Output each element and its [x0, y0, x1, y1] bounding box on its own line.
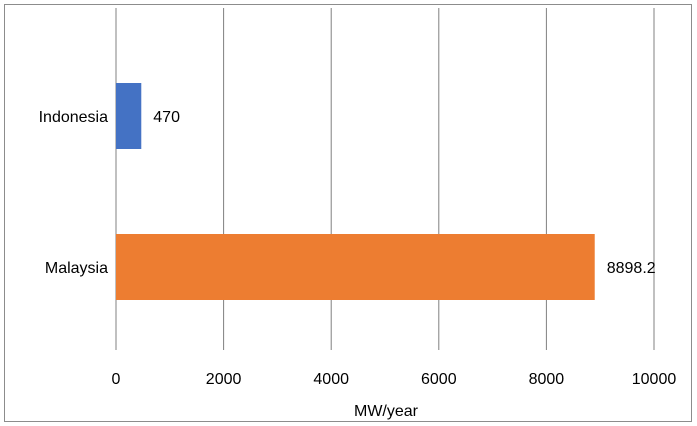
bar-malaysia: [116, 234, 595, 300]
x-tick-label: 8000: [529, 371, 565, 388]
x-tick-label: 4000: [313, 371, 349, 388]
x-tick-label: 2000: [206, 371, 242, 388]
data-label-malaysia: 8898.2: [607, 260, 656, 277]
bar-indonesia: [116, 83, 142, 149]
data-label-indonesia: 470: [153, 109, 180, 126]
category-label-indonesia: Indonesia: [39, 109, 108, 126]
category-label-malaysia: Malaysia: [45, 260, 108, 277]
chart-frame: [4, 4, 692, 422]
labels: 0 2000 4000 6000 8000 10000 Indonesia 470 Malays…: [39, 109, 677, 388]
x-tick-label: 0: [112, 371, 121, 388]
x-tick-label: 6000: [421, 371, 457, 388]
x-axis-title: MW/year: [354, 403, 419, 420]
bars: [116, 83, 595, 300]
x-tick-label: 10000: [632, 371, 677, 388]
